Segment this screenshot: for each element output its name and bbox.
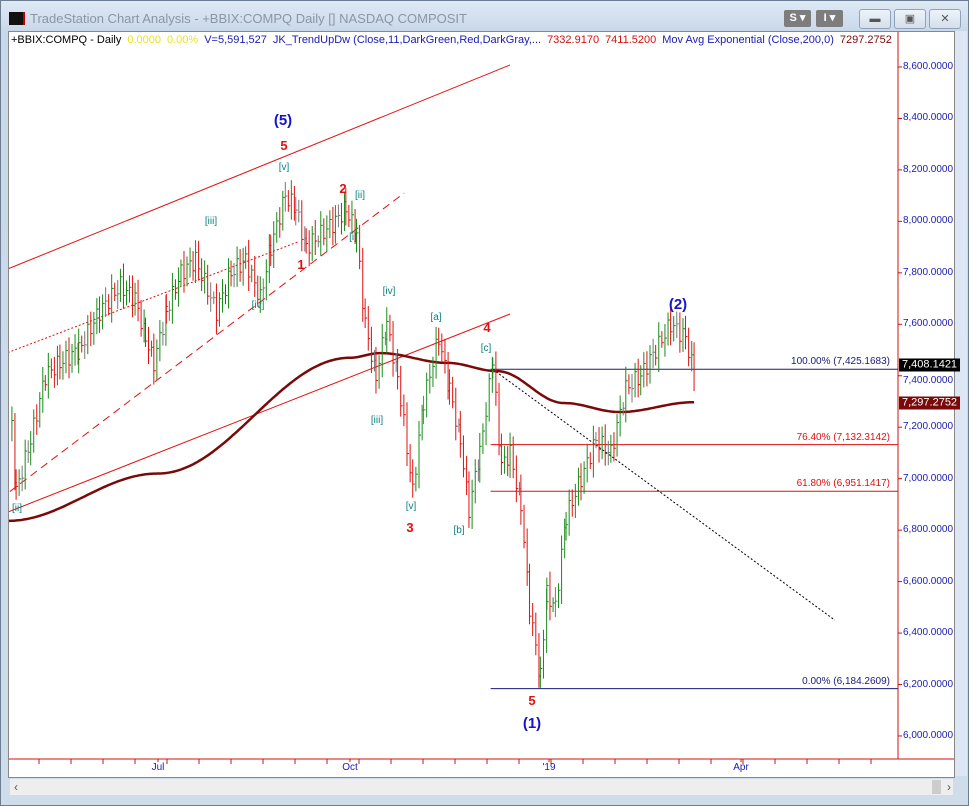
close-button[interactable]: ✕ [929, 9, 961, 29]
fib-level-label: 76.40% (7,132.3142) [796, 431, 890, 443]
wave-label: [c] [480, 342, 492, 354]
y-tick-label: 8,000.0000 [903, 215, 954, 227]
minimize-button[interactable]: ▬ [859, 9, 891, 29]
indicator-trend[interactable]: JK_TrendUpDw (Close,11,DarkGreen,Red,Dar… [272, 34, 542, 46]
window-title: TradeStation Chart Analysis - +BBIX:COMP… [30, 11, 467, 26]
price-plot [9, 32, 954, 764]
trendline [9, 192, 405, 492]
y-tick-label: 7,000.0000 [903, 472, 954, 484]
wave-label: [i] [349, 231, 357, 243]
indicator-ema-value: 7297.2752 [839, 34, 892, 46]
scroll-right-icon[interactable]: › [947, 780, 951, 794]
fib-level-label: 61.80% (6,951.1417) [796, 478, 890, 490]
ema-200-line [9, 351, 695, 523]
fib-level-label: 0.00% (6,184.2609) [802, 675, 890, 687]
wave-label: 1 [297, 257, 305, 273]
wave-label: [v] [278, 161, 290, 173]
wave-label: (5) [273, 112, 293, 130]
trendline [9, 313, 511, 513]
scroll-left-icon[interactable]: ‹ [14, 780, 18, 794]
y-tick-label: 6,000.0000 [903, 729, 954, 741]
wave-label: 3 [406, 520, 414, 536]
y-tick-label: 6,600.0000 [903, 575, 954, 587]
restore-button[interactable]: ▣ [894, 9, 926, 29]
trendline [492, 368, 836, 621]
wave-label: [a] [430, 311, 442, 323]
wave-label: [iv] [382, 285, 396, 297]
indicator-trend-value-1: 7332.9170 [547, 34, 600, 46]
x-tick-label: Oct [342, 762, 358, 773]
y-tick-label: 8,400.0000 [903, 112, 954, 124]
ema-price-marker: 7,297.2752 [899, 396, 961, 410]
change-pct: 0.00% [166, 34, 199, 46]
wave-label: 5 [280, 138, 288, 154]
trendline [9, 64, 511, 270]
indicator-trend-value-2: 7411.5200 [605, 34, 657, 46]
app-icon [9, 12, 25, 25]
y-tick-label: 6,400.0000 [903, 627, 954, 639]
title-bar: TradeStation Chart Analysis - +BBIX:COMP… [1, 1, 968, 33]
y-tick-label: 7,200.0000 [903, 421, 954, 433]
styles-menu-button[interactable]: S ▾ [784, 10, 811, 27]
wave-label: 4 [483, 320, 491, 336]
wave-label: [ii] [355, 189, 365, 201]
wave-label: (2) [668, 296, 688, 314]
fib-level-label: 100.00% (7,425.1683) [791, 356, 890, 368]
indicator-ema[interactable]: Mov Avg Exponential (Close,200,0) [662, 34, 834, 46]
restore-icon: ▣ [904, 13, 916, 25]
volume-value: V=5,591,527 [204, 34, 267, 46]
last-price-marker: 7,408.1421 [899, 358, 961, 372]
close-icon: ✕ [940, 13, 950, 25]
wave-label: [ii] [12, 502, 22, 514]
wave-label: 5 [528, 693, 536, 709]
y-tick-label: 8,200.0000 [903, 163, 954, 175]
y-tick-label: 7,800.0000 [903, 266, 954, 278]
side-panel [954, 31, 967, 776]
wave-label: (1) [522, 715, 542, 733]
wave-label: [b] [453, 524, 465, 536]
y-tick-label: 6,200.0000 [903, 678, 954, 690]
y-tick-label: 6,800.0000 [903, 524, 954, 536]
wave-label: [iii] [370, 414, 384, 426]
scroll-thumb[interactable] [932, 780, 941, 794]
change-value: 0.0000 [127, 34, 161, 46]
horizontal-scrollbar[interactable]: ‹ › [10, 779, 953, 795]
wave-label: [iii] [204, 215, 218, 227]
minimize-icon: ▬ [869, 13, 881, 25]
wave-label: [v] [405, 500, 417, 512]
x-tick-label: Jul [151, 762, 165, 773]
x-tick-label: Apr [733, 762, 749, 773]
x-tick-label: '19 [542, 762, 556, 773]
wave-label: 2 [339, 181, 347, 197]
y-tick-label: 7,400.0000 [903, 374, 954, 386]
chart-status-line: +BBIX:COMPQ - Daily 0.0000 0.00% V=5,591,52… [11, 34, 898, 47]
y-tick-label: 7,600.0000 [903, 318, 954, 330]
y-tick-label: 8,600.0000 [903, 61, 954, 72]
symbol-label: +BBIX:COMPQ - Daily [11, 34, 122, 46]
indicators-menu-button[interactable]: I ▾ [816, 10, 843, 27]
wave-label: [iv] [251, 299, 265, 311]
chart-area[interactable]: +BBIX:COMPQ - Daily 0.0000 0.00% V=5,591,52… [8, 31, 961, 795]
